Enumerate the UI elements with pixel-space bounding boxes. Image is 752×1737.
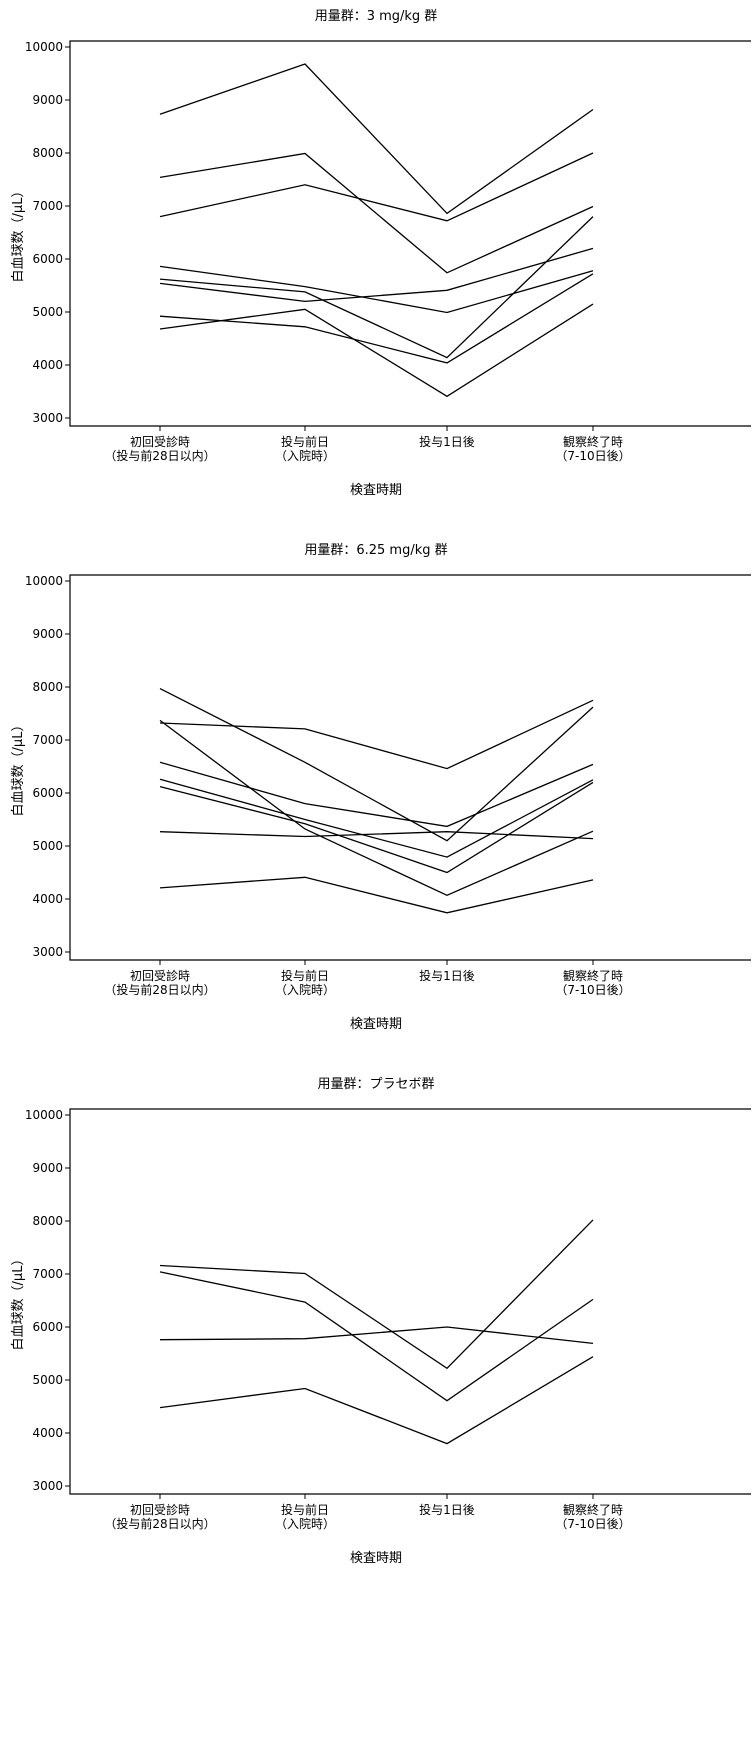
chart-title: 用量群：3 mg/kg 群 [315, 9, 438, 24]
x-tick-label: （投与前28日以内） [104, 982, 215, 997]
x-tick-label: （7-10日後） [555, 449, 630, 463]
x-tick-label: （投与前28日以内） [104, 1516, 215, 1531]
x-tick-label: 投与1日後 [419, 434, 475, 449]
x-tick-label: 初回受診時 [130, 968, 190, 983]
series-line-3 [159, 152, 594, 222]
y-tick-label: 6000 [32, 1320, 63, 1334]
y-tick-label: 6000 [32, 786, 63, 800]
series-line-2 [159, 1271, 594, 1402]
series-line-1 [159, 63, 594, 215]
y-axis-label: 白血球数（/μL） [10, 1253, 26, 1351]
y-tick-label: 10000 [25, 574, 63, 588]
y-tick-label: 4000 [32, 892, 63, 906]
series-line-4 [159, 265, 594, 314]
x-tick-label: 投与前日 [281, 1502, 329, 1517]
series-line-4 [159, 719, 594, 897]
series-line-6 [159, 247, 594, 303]
x-tick-label: （7-10日後） [555, 983, 630, 997]
y-tick-label: 8000 [32, 680, 63, 694]
chart-panel-1: 用量群：3 mg/kg 群 10000 9000 8000 7000 6000 5000 40… [10, 9, 751, 498]
y-axis-label: 白血球数（/μL） [10, 719, 26, 817]
y-tick-label: 10000 [25, 1108, 63, 1122]
y-tick-label: 5000 [32, 305, 63, 319]
x-tick-label: （7-10日後） [555, 1517, 630, 1531]
y-tick-label: 3000 [32, 411, 63, 425]
plot-frame [69, 1108, 751, 1495]
chart-panel-3: 用量群：プラセボ群 10000 9000 8000 7000 6000 5000 4000 30… [10, 1077, 751, 1566]
x-tick-label: （投与前28日以内） [104, 448, 215, 463]
y-tick-label: 8000 [32, 146, 63, 160]
y-tick-label: 4000 [32, 1426, 63, 1440]
x-tick-label: 観察終了時 [563, 1502, 623, 1517]
series-line-8 [159, 303, 594, 398]
y-tick-label: 7000 [32, 1267, 63, 1281]
y-tick-label: 5000 [32, 1373, 63, 1387]
x-tick-label: 初回受診時 [130, 1502, 190, 1517]
y-tick-label: 7000 [32, 199, 63, 213]
y-tick-label: 10000 [25, 40, 63, 54]
x-axis-label: 検査時期 [350, 1017, 402, 1032]
x-tick-label: 観察終了時 [563, 968, 623, 983]
x-tick-label: 投与1日後 [419, 1502, 475, 1517]
series-line-3 [159, 761, 594, 828]
series-line-1 [159, 699, 594, 770]
y-tick-label: 8000 [32, 1214, 63, 1228]
x-tick-label: 初回受診時 [130, 434, 190, 449]
y-tick-label: 4000 [32, 358, 63, 372]
plot-frame [69, 574, 751, 961]
series-line-7 [159, 273, 594, 364]
y-tick-label: 3000 [32, 945, 63, 959]
series-line-8 [159, 876, 594, 914]
y-tick-label: 9000 [32, 93, 63, 107]
series-line-1 [159, 1219, 594, 1370]
chart-title: 用量群：6.25 mg/kg 群 [304, 543, 447, 558]
x-tick-label: 投与1日後 [419, 968, 475, 983]
series-line-2 [159, 152, 594, 274]
series-line-2 [159, 688, 594, 842]
x-tick-label: （入院時） [275, 983, 335, 997]
y-tick-label: 3000 [32, 1479, 63, 1493]
chart-panel-2: 用量群：6.25 mg/kg 群 10000 9000 8000 7000 6000 500… [10, 543, 751, 1032]
y-tick-label: 7000 [32, 733, 63, 747]
x-axis-label: 検査時期 [350, 483, 402, 498]
y-tick-label: 5000 [32, 839, 63, 853]
series-line-7 [159, 831, 594, 840]
x-axis-label: 検査時期 [350, 1551, 402, 1566]
x-tick-label: （入院時） [275, 449, 335, 463]
x-tick-label: （入院時） [275, 1517, 335, 1531]
chart-title: 用量群：プラセボ群 [317, 1077, 434, 1092]
y-tick-label: 9000 [32, 1161, 63, 1175]
x-tick-label: 投与前日 [281, 968, 329, 983]
series-line-6 [159, 781, 594, 874]
x-tick-label: 観察終了時 [563, 434, 623, 449]
x-tick-label: 投与前日 [281, 434, 329, 449]
series-line-3 [159, 1326, 594, 1345]
plot-frame [69, 40, 751, 427]
series-line-4 [159, 1356, 594, 1445]
y-axis-label: 白血球数（/μL） [10, 185, 26, 283]
series-line-5 [159, 216, 594, 359]
y-tick-label: 9000 [32, 627, 63, 641]
series-line-5 [159, 778, 594, 858]
y-tick-label: 6000 [32, 252, 63, 266]
